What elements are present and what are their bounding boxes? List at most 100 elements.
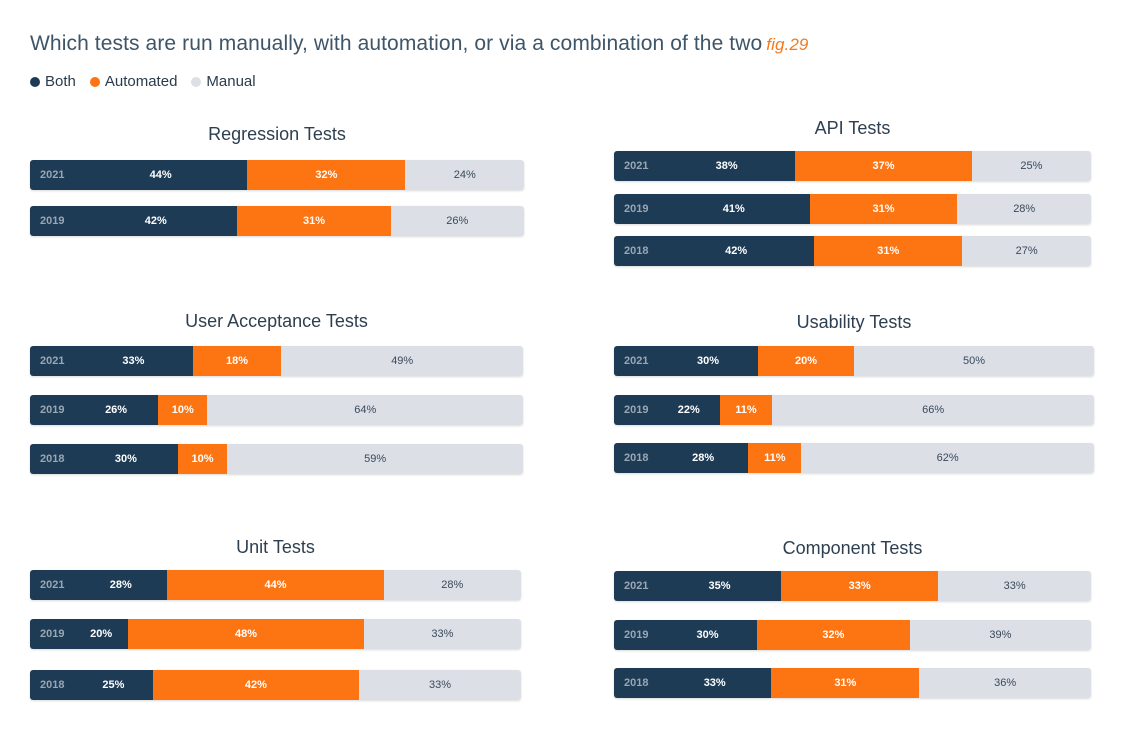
data-label: 32% bbox=[822, 629, 845, 641]
legend-label-manual: Manual bbox=[206, 73, 256, 90]
data-label: 62% bbox=[936, 452, 959, 464]
year-label: 2019 bbox=[624, 404, 649, 416]
data-label: 31% bbox=[834, 677, 857, 689]
data-label: 42% bbox=[244, 679, 267, 691]
segment-automated: 32% bbox=[247, 160, 406, 190]
bar-2021: 35% 33% 33% 2021 bbox=[614, 571, 1091, 601]
data-label: 42% bbox=[144, 215, 167, 227]
bar-2021: 30% 20% 50% 2021 bbox=[614, 346, 1094, 376]
bar-2019: 42% 31% 26% 2019 bbox=[30, 206, 524, 236]
panel-unit-tests: Unit Tests 28% 44% 28% 2021 20% 48% 33% 2019 25% 4… bbox=[30, 537, 521, 702]
year-label: 2019 bbox=[40, 628, 65, 640]
data-label: 30% bbox=[696, 629, 719, 641]
data-label: 64% bbox=[354, 404, 377, 416]
segment-manual: 27% bbox=[962, 236, 1091, 266]
legend-dot-both bbox=[30, 76, 40, 87]
segment-both: 42% bbox=[614, 236, 815, 266]
segment-automated: 11% bbox=[748, 443, 802, 473]
data-label: 33% bbox=[848, 580, 871, 592]
segment-manual: 39% bbox=[909, 620, 1091, 650]
data-label: 30% bbox=[696, 355, 720, 367]
data-label: 28% bbox=[109, 579, 132, 591]
data-label: 42% bbox=[725, 245, 748, 257]
panel-usability-tests: Usability Tests 30% 20% 50% 2021 22% 11% 66% 201… bbox=[614, 312, 1094, 475]
segment-manual: 26% bbox=[390, 206, 524, 236]
segment-automated: 10% bbox=[158, 395, 208, 425]
data-label: 31% bbox=[877, 245, 900, 257]
data-label: 11% bbox=[764, 452, 786, 464]
year-label: 2021 bbox=[624, 160, 649, 172]
panel-title: API Tests bbox=[814, 118, 891, 138]
legend-item-both: Both bbox=[30, 73, 76, 90]
bar-2019: 22% 11% 66% 2019 bbox=[614, 395, 1094, 425]
data-label: 49% bbox=[391, 355, 414, 367]
segment-automated: 31% bbox=[809, 194, 958, 224]
segment-manual: 64% bbox=[207, 395, 523, 425]
segment-both: 44% bbox=[30, 160, 248, 190]
year-label: 2018 bbox=[624, 452, 649, 464]
legend-dot-automated bbox=[89, 76, 100, 87]
segment-manual: 33% bbox=[938, 571, 1091, 601]
legend-label-automated: Automated bbox=[104, 73, 178, 90]
legend: Both Automated Manual bbox=[30, 73, 256, 90]
segment-both: 30% bbox=[614, 620, 758, 650]
panel-user-acceptance-tests: User Acceptance Tests 33% 18% 49% 2021 26% 10%… bbox=[30, 311, 523, 476]
segment-both: 25% bbox=[30, 670, 153, 700]
year-label: 2018 bbox=[40, 453, 65, 465]
data-label: 41% bbox=[722, 203, 745, 215]
segment-automated: 33% bbox=[780, 571, 939, 601]
bar-2018: 25% 42% 33% 2018 bbox=[30, 670, 521, 700]
year-label: 2018 bbox=[624, 245, 649, 257]
segment-both: 30% bbox=[614, 346, 758, 376]
panel-api-tests: API Tests 38% 37% 25% 2021 41% 31% 28% 2019 42% 31… bbox=[614, 118, 1091, 268]
data-label: 32% bbox=[315, 169, 338, 181]
panel-title: Unit Tests bbox=[236, 537, 315, 557]
data-label: 59% bbox=[364, 453, 387, 465]
legend-item-manual: Manual bbox=[191, 73, 256, 90]
segment-both: 38% bbox=[614, 151, 796, 181]
data-label: 28% bbox=[1013, 203, 1036, 215]
segment-automated: 44% bbox=[167, 570, 384, 600]
bar-2021: 33% 18% 49% 2021 bbox=[30, 346, 523, 376]
segment-manual: 66% bbox=[772, 395, 1094, 425]
legend-dot-manual bbox=[191, 76, 202, 87]
bar-2019: 26% 10% 64% 2019 bbox=[30, 395, 523, 425]
segment-automated: 10% bbox=[177, 444, 228, 474]
data-label: 25% bbox=[1020, 160, 1043, 172]
segment-manual: 33% bbox=[363, 619, 521, 649]
data-label: 10% bbox=[171, 404, 194, 416]
segment-automated: 32% bbox=[757, 620, 910, 650]
data-label: 18% bbox=[226, 355, 249, 367]
year-label: 2018 bbox=[40, 679, 65, 691]
panel-regression-tests: Regression Tests 44% 32% 24% 2021 42% 31% 26% 20… bbox=[30, 124, 524, 238]
data-label: 25% bbox=[102, 679, 125, 691]
bar-2021: 38% 37% 25% 2021 bbox=[614, 151, 1091, 181]
segment-manual: 28% bbox=[383, 570, 521, 600]
data-label: 20% bbox=[794, 355, 818, 367]
segment-automated: 42% bbox=[152, 670, 359, 700]
data-label: 28% bbox=[441, 579, 464, 591]
bar-2019: 20% 48% 33% 2019 bbox=[30, 619, 521, 649]
segment-both: 28% bbox=[30, 570, 168, 600]
data-label: 50% bbox=[962, 355, 986, 367]
data-label: 66% bbox=[922, 404, 945, 416]
data-label: 11% bbox=[735, 404, 757, 416]
data-label: 24% bbox=[453, 169, 476, 181]
year-label: 2019 bbox=[624, 203, 649, 215]
segment-automated: 31% bbox=[814, 236, 963, 266]
year-label: 2019 bbox=[40, 404, 65, 416]
segment-manual: 28% bbox=[957, 194, 1091, 224]
year-label: 2021 bbox=[40, 355, 65, 367]
data-label: 22% bbox=[677, 404, 700, 416]
segment-both: 22% bbox=[614, 395, 720, 425]
legend-item-automated: Automated bbox=[89, 73, 178, 90]
segment-manual: 49% bbox=[281, 346, 523, 376]
data-label: 10% bbox=[191, 453, 214, 465]
data-label: 28% bbox=[692, 452, 715, 464]
segment-automated: 48% bbox=[128, 619, 364, 649]
segment-manual: 36% bbox=[919, 668, 1091, 698]
segment-both: 35% bbox=[614, 571, 781, 601]
year-label: 2021 bbox=[624, 580, 649, 592]
legend-label-both: Both bbox=[45, 73, 76, 90]
segment-automated: 18% bbox=[192, 346, 282, 376]
